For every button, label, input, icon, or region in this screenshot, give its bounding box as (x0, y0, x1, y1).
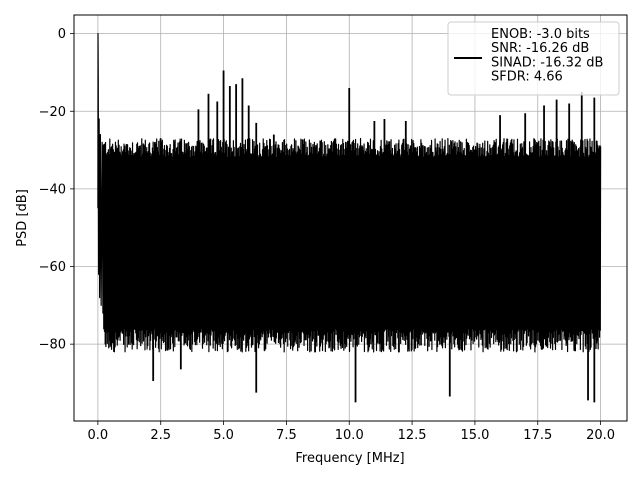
plot-frame (73, 14, 628, 422)
y-tick-label: −80 (39, 338, 66, 353)
psd-trace (97, 33, 602, 353)
x-tick-label: 7.5 (276, 428, 297, 443)
x-tick-label: 12.5 (398, 428, 427, 443)
legend-entry-line: SFDR: 4.66 (491, 70, 563, 85)
y-axis-label: PSD [dB] (15, 189, 30, 247)
x-tick-label: 15.0 (460, 428, 489, 443)
legend-entry-line: ENOB: -3.0 bits (491, 27, 590, 42)
legend-entry-line: SNR: -16.26 dB (491, 41, 589, 56)
y-tick-label: −20 (39, 105, 66, 120)
x-tick-label: 17.5 (523, 428, 552, 443)
tick-layer: 0.0 2.5 5.0 7.5 10.0 12.5 15.0 17.5 20.0 0 −20 −40 −… (39, 27, 616, 443)
data-layer (97, 33, 602, 403)
x-tick-label: 2.5 (150, 428, 171, 443)
y-tick-label: −60 (39, 260, 66, 275)
x-tick-label: 20.0 (586, 428, 615, 443)
y-tick-label: −40 (39, 182, 66, 197)
legend-box (447, 21, 620, 96)
x-tick-label: 10.0 (335, 428, 364, 443)
x-tick-label: 5.0 (213, 428, 234, 443)
legend-entry-line: SINAD: -16.32 dB (491, 55, 603, 70)
x-tick-label: 0.0 (88, 428, 109, 443)
y-tick-label: 0 (58, 27, 66, 42)
x-axis-label: Frequency [MHz] (295, 451, 404, 466)
